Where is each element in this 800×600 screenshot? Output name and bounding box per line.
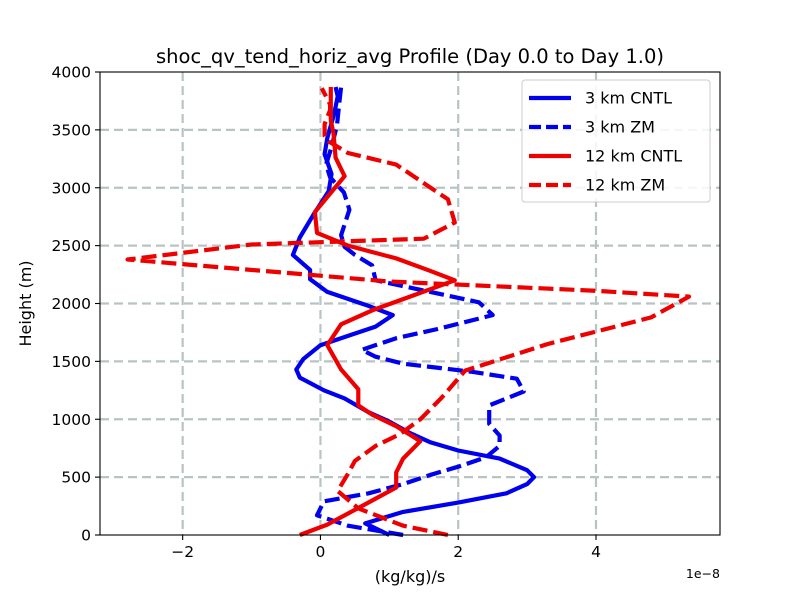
y-tick-label: 2500 [52, 237, 91, 255]
y-tick-label: 4000 [52, 64, 91, 82]
legend-label-12-km-cntl: 12 km CNTL [585, 147, 682, 166]
y-tick-label: 0 [81, 527, 91, 545]
x-tick-label: −2 [171, 543, 194, 561]
x-axis-label: (kg/kg)/s [375, 567, 445, 586]
legend-box [521, 79, 711, 203]
y-tick-label: 2000 [52, 295, 91, 313]
series-line-3-km-zm [314, 86, 526, 538]
x-tick-label: 4 [591, 543, 601, 561]
grid-lines [100, 72, 720, 535]
series-line-12-km-zm [125, 87, 692, 538]
x-tick-label: 0 [316, 543, 326, 561]
y-axis-label: Height (m) [16, 260, 35, 346]
legend: 3 km CNTL 3 km ZM 12 km CNTL 12 km ZM [521, 79, 711, 203]
series-lines [125, 86, 692, 538]
y-tick-label: 1500 [52, 353, 91, 371]
y-tick-label: 500 [61, 469, 91, 487]
x-axis-offset-label: 1e−8 [686, 566, 720, 581]
legend-label-12-km-zm: 12 km ZM [585, 176, 665, 195]
x-tick-label: 2 [453, 543, 463, 561]
series-line-3-km-cntl [290, 86, 537, 537]
legend-label-3-km-zm: 3 km ZM [585, 118, 655, 137]
series-line-12-km-cntl [299, 87, 457, 537]
axis-ticks: −2 0 2 4 0 500 1000 1500 2000 2500 3000 3500 4000 [52, 64, 601, 562]
y-tick-label: 3000 [52, 179, 91, 197]
y-tick-label: 3500 [52, 121, 91, 139]
legend-label-3-km-cntl: 3 km CNTL [585, 89, 672, 108]
y-tick-label: 1000 [52, 411, 91, 429]
chart-title: shoc_qv_tend_horiz_avg Profile (Day 0.0 … [156, 45, 664, 68]
